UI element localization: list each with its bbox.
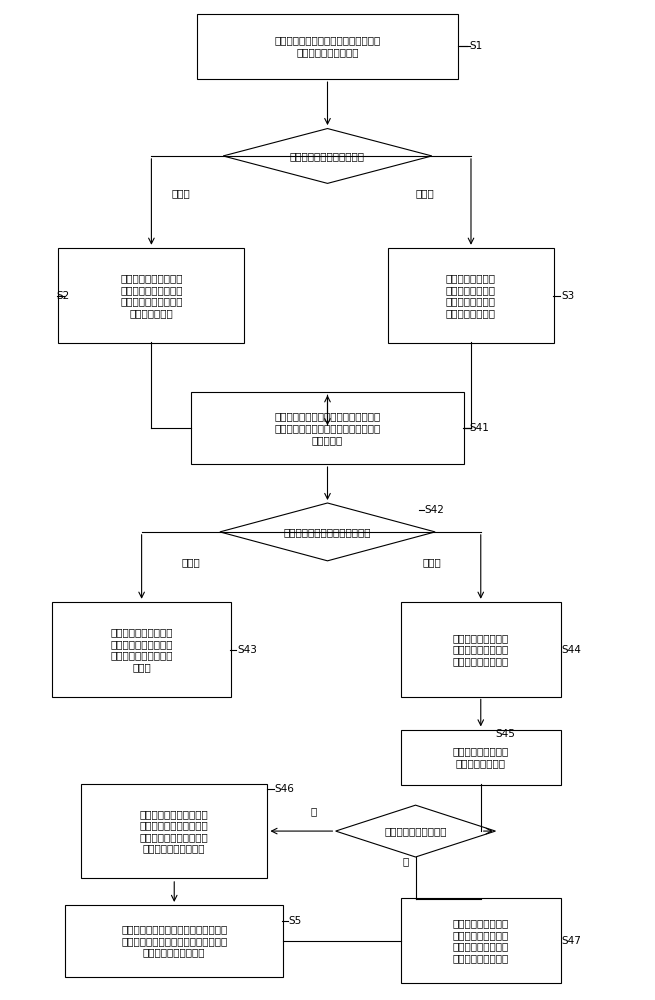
Text: 室外主风机进一步提
升风量，并以风量提
升后的挡位持续运行: 室外主风机进一步提 升风量，并以风量提 升后的挡位持续运行 bbox=[453, 633, 509, 666]
Text: S41: S41 bbox=[470, 423, 489, 433]
Text: S5: S5 bbox=[288, 916, 301, 926]
Text: 未上报的电动止回阀进一步的减小开启
角度，直至达到使对应的室内烟机保持
无跑烟的最小角度为止: 未上报的电动止回阀进一步的减小开启 角度，直至达到使对应的室内烟机保持 无跑烟的… bbox=[121, 924, 227, 957]
Polygon shape bbox=[220, 503, 435, 561]
FancyBboxPatch shape bbox=[401, 730, 561, 785]
Text: 无跑烟: 无跑烟 bbox=[181, 557, 200, 567]
Text: S43: S43 bbox=[238, 645, 257, 655]
Text: 实时检测室内烟机有无跑烟: 实时检测室内烟机有无跑烟 bbox=[290, 151, 365, 161]
FancyBboxPatch shape bbox=[197, 14, 458, 79]
Text: S3: S3 bbox=[561, 291, 574, 301]
Text: S47: S47 bbox=[561, 936, 581, 946]
Text: 室内烟机启动，与之相对应的电动止回
阀同步开启到预设角度: 室内烟机启动，与之相对应的电动止回 阀同步开启到预设角度 bbox=[274, 35, 381, 57]
Text: 继续实时检测室内烟机有无跑烟: 继续实时检测室内烟机有无跑烟 bbox=[284, 527, 371, 537]
Text: 上报的电动止回阀进
一步增加开启角度: 上报的电动止回阀进 一步增加开启角度 bbox=[453, 746, 509, 768]
Text: 室外主风机进一步提
升风量，直至上报的
电动止回阀所对应的
室内烟机无跑烟为止: 室外主风机进一步提 升风量，直至上报的 电动止回阀所对应的 室内烟机无跑烟为止 bbox=[453, 918, 509, 963]
Text: 电动止回阀的开启
角度增加，电动止
回阀将跑烟信息上
报至室外控制系统: 电动止回阀的开启 角度增加，电动止 回阀将跑烟信息上 报至室外控制系统 bbox=[446, 273, 496, 318]
Text: S46: S46 bbox=[274, 784, 294, 794]
Text: 室外控制系统接收到跑烟信息后，控制
室外主风机启动，并使室外主风机以一
定挡位运行: 室外控制系统接收到跑烟信息后，控制 室外主风机启动，并使室外主风机以一 定挡位运… bbox=[274, 412, 381, 445]
Text: 上报的电动止回阀继续进
一步增加开启角度，直至
上报的电动止回阀所对应
的室内烟机无跑烟为止: 上报的电动止回阀继续进 一步增加开启角度，直至 上报的电动止回阀所对应 的室内烟… bbox=[140, 809, 208, 853]
FancyBboxPatch shape bbox=[401, 898, 561, 983]
Text: S45: S45 bbox=[496, 729, 515, 739]
Text: S2: S2 bbox=[57, 291, 70, 301]
Text: 是: 是 bbox=[403, 856, 409, 866]
Text: 有跑烟: 有跑烟 bbox=[416, 188, 435, 198]
Text: 开启角度是否达到最大: 开启角度是否达到最大 bbox=[384, 826, 447, 836]
Text: 有跑烟: 有跑烟 bbox=[422, 557, 441, 567]
Text: 无跑烟: 无跑烟 bbox=[172, 188, 190, 198]
Text: S44: S44 bbox=[561, 645, 581, 655]
FancyBboxPatch shape bbox=[388, 248, 554, 343]
FancyBboxPatch shape bbox=[58, 248, 244, 343]
Polygon shape bbox=[335, 805, 495, 857]
Polygon shape bbox=[223, 129, 432, 183]
FancyBboxPatch shape bbox=[191, 392, 464, 464]
FancyBboxPatch shape bbox=[65, 905, 284, 977]
Text: 否: 否 bbox=[310, 806, 316, 816]
Text: 室外主风机以当前的挡
位持续运行，上报的电
动止回阀维持当前的开
启角度: 室外主风机以当前的挡 位持续运行，上报的电 动止回阀维持当前的开 启角度 bbox=[110, 627, 173, 672]
FancyBboxPatch shape bbox=[52, 602, 231, 697]
Text: S42: S42 bbox=[424, 505, 444, 515]
Text: S1: S1 bbox=[470, 41, 483, 51]
Text: 电动止回阀的开启角度
减小，直至达到使对应
的室内烟机保持无跑烟
的最小角度为止: 电动止回阀的开启角度 减小，直至达到使对应 的室内烟机保持无跑烟 的最小角度为止 bbox=[120, 273, 183, 318]
FancyBboxPatch shape bbox=[401, 602, 561, 697]
FancyBboxPatch shape bbox=[81, 784, 267, 878]
